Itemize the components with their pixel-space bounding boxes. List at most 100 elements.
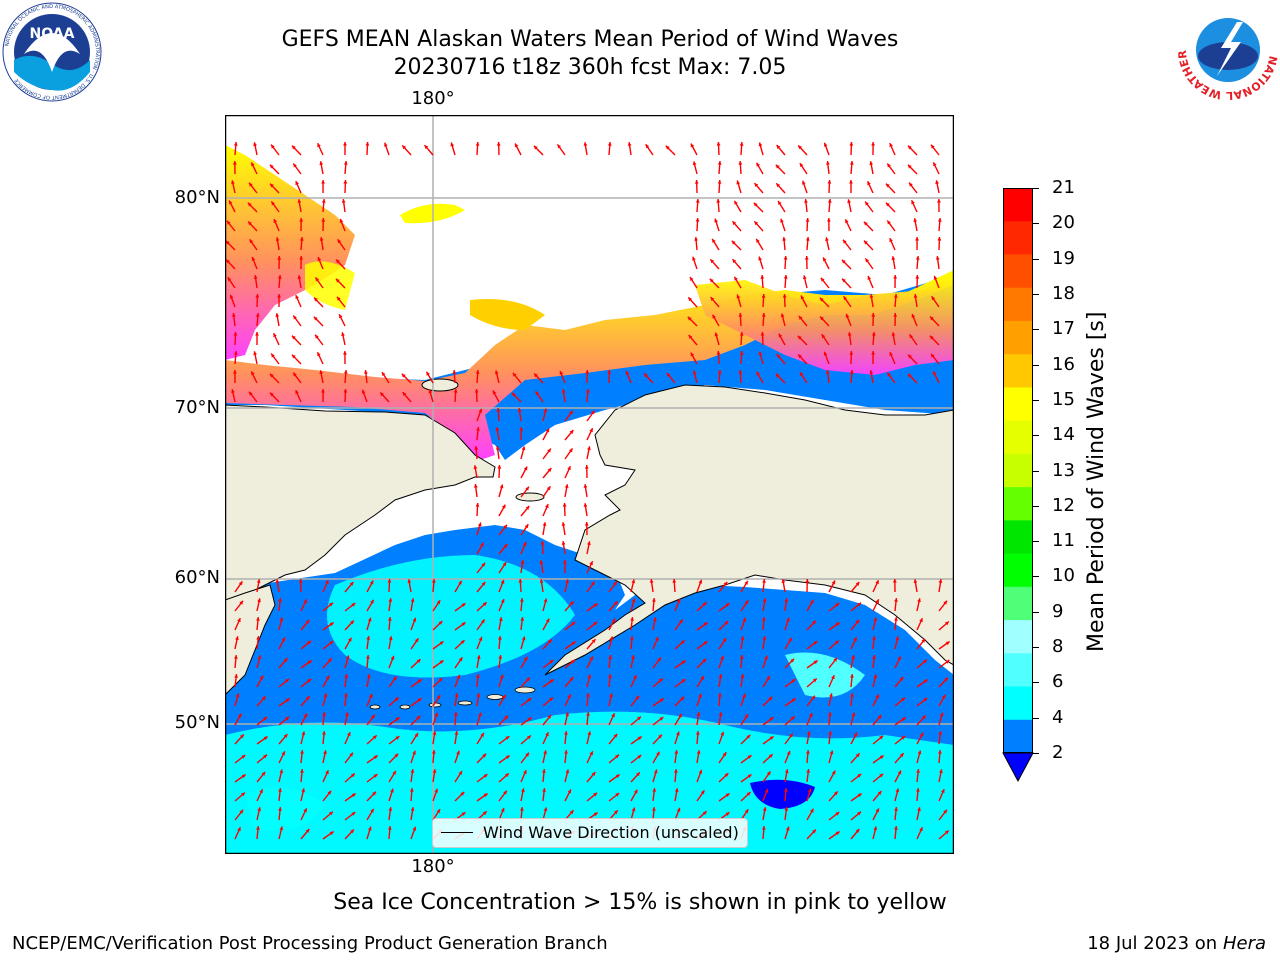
ocean-cyan-4 (785, 652, 865, 698)
wind-arrow-head (439, 660, 444, 664)
wind-arrow-head (523, 770, 527, 775)
wind-arrow-head (323, 693, 328, 698)
wind-arrow-head (339, 218, 344, 223)
wind-arrow-head (843, 296, 848, 301)
wind-arrow-head (746, 734, 751, 739)
wind-arrow-head (263, 754, 267, 759)
wind-arrow-head (497, 465, 502, 469)
wind-arrow-head (366, 655, 370, 659)
wind-arrow-head (869, 370, 874, 374)
wind-arrow-head (703, 622, 708, 626)
wind-arrow-head (825, 237, 829, 242)
wind-arrow-head (834, 791, 838, 796)
wind-arrow-head (542, 769, 546, 773)
colorbar (1002, 188, 1034, 783)
wind-arrow-head (477, 522, 482, 527)
wind-arrow-head (806, 769, 811, 773)
wind-arrow-head (561, 541, 566, 545)
wind-arrow-head (395, 736, 400, 740)
wind-arrow-head (481, 619, 485, 624)
wind-arrow-head (827, 199, 832, 203)
wind-arrow-head (247, 202, 252, 207)
wind-arrow-head (807, 788, 812, 793)
wind-arrow-head (798, 315, 803, 320)
wind-arrow-head (917, 807, 921, 812)
wind-arrow-head (738, 313, 743, 317)
wind-arrow-head (412, 826, 417, 831)
wind-arrow-head (659, 698, 664, 703)
land-alaska (544, 384, 954, 676)
wind-arrow-head (879, 735, 884, 740)
wind-arrow-head (857, 602, 861, 607)
wind-arrow-head (504, 773, 509, 778)
colorbar-tick-mark (1033, 682, 1039, 684)
wind-arrow-head (944, 830, 949, 835)
wind-arrow-head (481, 562, 486, 567)
wind-arrow-head (347, 732, 351, 737)
wind-arrow-head (263, 736, 268, 741)
wind-arrow-head (564, 484, 569, 488)
wind-arrow-head (281, 637, 285, 642)
sea-ice-floe-3 (470, 299, 545, 330)
wind-arrow-head (893, 313, 898, 317)
wind-arrow-head (725, 603, 730, 607)
wind-arrow-head (636, 772, 640, 777)
wind-arrow-head (241, 792, 245, 797)
wind-arrow-head (720, 655, 724, 660)
wind-arrow-head (739, 351, 744, 355)
wind-arrow-head (853, 732, 858, 737)
wind-arrow-head (584, 465, 589, 469)
wind-arrow-head (567, 466, 571, 471)
wind-arrow-head (800, 295, 805, 300)
wind-arrow-head (436, 600, 441, 605)
wind-arrow-head (649, 579, 654, 583)
wind-arrow-head (694, 237, 698, 241)
wind-arrow-head (804, 256, 809, 260)
wind-arrow-head (438, 621, 443, 625)
wind-arrow-head (847, 199, 851, 204)
wind-arrow-head (887, 372, 891, 377)
wind-arrow-head (716, 199, 721, 203)
wind-arrow-head (345, 712, 349, 717)
wind-arrow-head (702, 811, 707, 815)
wind-arrow-head (547, 714, 552, 719)
wind-arrow-head (583, 484, 588, 488)
wind-arrow-head (857, 773, 862, 778)
wind-arrow-head (323, 750, 327, 755)
wind-wave-arrows (225, 141, 951, 840)
wind-arrow-head (343, 161, 348, 165)
wind-arrow-head (283, 658, 288, 663)
wind-arrow-head (709, 278, 714, 283)
wind-arrow-head (875, 580, 879, 585)
wind-arrow-head (253, 275, 258, 279)
wind-arrow-head (849, 161, 854, 165)
wind-arrow-head (232, 161, 237, 165)
wind-arrow-head (461, 812, 466, 816)
wind-arrow-head (827, 218, 831, 222)
legend-label: Wind Wave Direction (unscaled) (483, 823, 739, 842)
gridlines (225, 115, 954, 854)
wind-arrow-head (889, 352, 893, 356)
wind-arrow-head (687, 316, 692, 321)
wind-arrow-head (393, 676, 397, 681)
wind-arrow-head (804, 199, 808, 203)
wind-arrow-head (865, 201, 869, 206)
wind-arrow-head (782, 294, 787, 298)
colorbar-swatch (1003, 487, 1033, 521)
wind-arrow-head (545, 618, 550, 623)
sea-ice-north-east (695, 275, 954, 375)
wind-arrow-head (790, 716, 795, 721)
wind-arrow-head (539, 560, 544, 564)
wind-arrow-head (775, 164, 780, 169)
colorbar-swatch (1003, 520, 1033, 555)
wind-arrow-head (248, 221, 252, 226)
wind-arrow-head (475, 142, 480, 146)
wind-arrow-head (456, 674, 461, 679)
wind-arrow-head (571, 621, 576, 626)
wind-arrow-head (889, 143, 893, 148)
colorbar-tick-mark (1033, 647, 1039, 649)
colorbar-tick-mark (1033, 364, 1039, 366)
wind-arrow-head (319, 161, 324, 165)
colorbar-tick-label: 8 (1052, 636, 1064, 658)
wind-arrow-head (293, 372, 297, 377)
